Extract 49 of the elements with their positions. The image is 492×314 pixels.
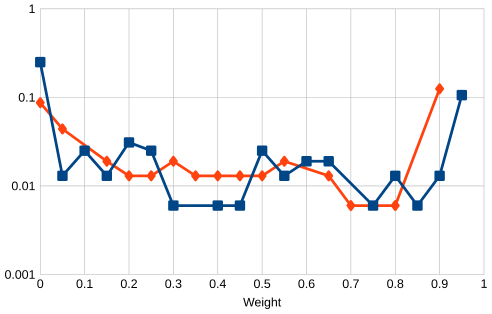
y-tick-label: 0.01: [12, 182, 35, 191]
point: [102, 170, 112, 182]
x-tick-label: 0.1: [76, 280, 93, 288]
point: [456, 90, 468, 101]
point: [280, 156, 289, 167]
point: [57, 170, 68, 182]
point: [368, 200, 378, 212]
point: [390, 170, 400, 182]
point: [146, 146, 156, 156]
x-tick-label: 0.7: [342, 280, 359, 288]
point: [323, 156, 334, 167]
x-tick-label: 1: [482, 280, 487, 288]
x-axis-title: Weight: [243, 298, 282, 310]
x-tick-label: 0.6: [298, 280, 315, 288]
point: [35, 57, 46, 68]
x-tick-label: 0.4: [210, 280, 226, 288]
point: [258, 170, 267, 182]
point: [434, 170, 445, 182]
point: [212, 200, 223, 212]
y-tick-label: 0.1: [18, 93, 35, 102]
point: [412, 200, 423, 212]
point: [213, 170, 222, 182]
point: [58, 124, 67, 135]
point: [235, 170, 244, 182]
x-tick-label: 0.2: [120, 280, 137, 288]
point: [279, 170, 290, 182]
point: [146, 170, 156, 182]
point: [324, 170, 334, 182]
y-tick-label: 0.001: [5, 270, 35, 280]
point: [168, 156, 178, 167]
point: [79, 146, 90, 156]
y-tick-label: 1: [30, 4, 35, 14]
point: [346, 200, 356, 212]
point: [124, 137, 134, 148]
point: [168, 200, 179, 212]
x-tick-label: 0.8: [387, 280, 404, 288]
point: [234, 200, 246, 212]
point: [301, 156, 312, 167]
point: [36, 97, 45, 108]
point: [435, 84, 444, 94]
x-tick-label: 0.9: [432, 280, 448, 288]
x-tick-label: 0.5: [254, 280, 270, 288]
point: [191, 170, 200, 182]
x-tick-label: 0.3: [165, 280, 182, 288]
point: [124, 170, 134, 182]
point: [102, 156, 112, 167]
point: [390, 200, 400, 212]
x-tick-label: 0: [37, 280, 44, 288]
point: [256, 146, 268, 156]
